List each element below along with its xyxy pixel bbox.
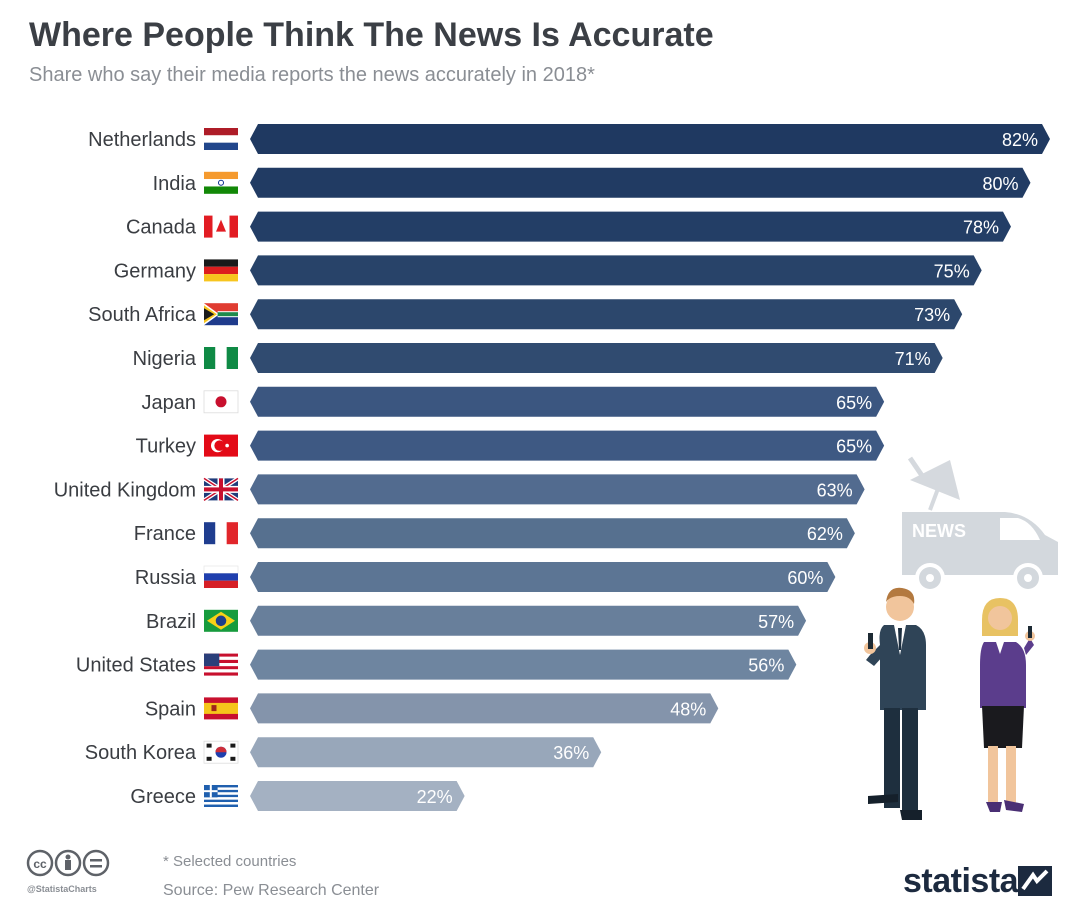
no-derivatives-icon: [82, 849, 110, 877]
france-flag-icon: [204, 522, 238, 545]
bar-nigeria: [250, 343, 943, 373]
category-label: India: [153, 173, 197, 195]
page-subtitle: Share who say their media reports the ne…: [29, 64, 595, 86]
value-label: 71%: [895, 349, 931, 369]
category-label: South Korea: [85, 742, 197, 764]
category-label: Spain: [145, 698, 196, 720]
category-label: Germany: [114, 260, 196, 282]
spain-flag-icon: [204, 697, 238, 720]
category-label: Canada: [126, 217, 197, 239]
value-label: 36%: [553, 743, 589, 763]
bar-south-africa: [250, 299, 963, 330]
bar-russia: [250, 562, 836, 592]
value-label: 22%: [417, 787, 453, 807]
satellite-dish-icon: [907, 456, 960, 511]
nigeria-flag-icon: [204, 347, 238, 369]
greece-flag-icon: [204, 785, 238, 807]
value-label: 56%: [748, 656, 784, 676]
female-reporter-icon: [980, 598, 1035, 812]
value-label: 80%: [982, 174, 1018, 194]
category-label: France: [134, 523, 196, 545]
value-label: 63%: [817, 480, 853, 500]
value-label: 65%: [836, 393, 872, 413]
category-label: Russia: [135, 567, 197, 589]
value-label: 62%: [807, 524, 843, 544]
south-korea-flag-icon: [203, 740, 239, 764]
svg-text:cc: cc: [33, 857, 47, 871]
statista-logo-icon: [1018, 866, 1052, 896]
category-label: Turkey: [136, 436, 196, 458]
value-label: 57%: [758, 612, 794, 632]
bar-brazil: [250, 605, 807, 636]
bar-turkey: [250, 430, 885, 461]
bar-netherlands: [250, 124, 1050, 154]
category-label: Brazil: [146, 611, 196, 633]
bar-united-states: [250, 649, 797, 680]
turkey-flag-icon: [204, 434, 238, 457]
statista-logo: statista: [903, 862, 1019, 900]
footnote: * Selected countries: [163, 853, 297, 870]
value-label: 75%: [934, 261, 970, 281]
russia-flag-icon: [203, 565, 239, 588]
category-label: United Kingdom: [54, 479, 196, 501]
category-label: Nigeria: [133, 348, 197, 370]
value-label: 60%: [787, 568, 823, 588]
category-label: United States: [76, 655, 196, 677]
news-van-icon: NEWS: [902, 512, 1058, 593]
india-flag-icon: [204, 171, 238, 194]
van-label: NEWS: [912, 521, 966, 541]
bar-chart: 82% Netherlands 80% India 78% Canada 75% German…: [54, 124, 1050, 811]
category-label: Netherlands: [88, 129, 196, 151]
bar-greece: [250, 781, 465, 811]
value-label: 73%: [914, 305, 950, 325]
source-note: Source: Pew Research Center: [163, 882, 380, 899]
value-label: 65%: [836, 437, 872, 457]
bar-united-kingdom: [250, 474, 865, 505]
brazil-flag-icon: [204, 609, 238, 632]
netherlands-flag-icon: [204, 128, 238, 150]
page-title: Where People Think The News Is Accurate: [29, 16, 714, 54]
value-label: 48%: [670, 699, 706, 719]
cc-handle: @StatistaCharts: [27, 884, 97, 894]
category-label: Japan: [142, 392, 197, 414]
news-illustration: NEWS: [864, 456, 1058, 820]
united-kingdom-flag-icon: [202, 476, 240, 503]
bar-germany: [250, 255, 982, 286]
bar-india: [250, 167, 1031, 198]
male-reporter-icon: [864, 587, 926, 820]
bar-canada: [250, 211, 1011, 242]
value-label: 78%: [963, 218, 999, 238]
category-label: South Africa: [88, 304, 197, 326]
bar-spain: [250, 693, 719, 724]
bars-layer: 82% Netherlands 80% India 78% Canada 75% German…: [54, 124, 1050, 811]
bar-france: [250, 518, 855, 549]
value-label: 82%: [1002, 130, 1038, 150]
united-states-flag-icon: [204, 653, 238, 676]
attribution-icon: [54, 849, 82, 877]
license-icons: cc: [26, 849, 110, 877]
bar-japan: [250, 386, 885, 417]
canada-flag-icon: [204, 215, 238, 238]
cc-icon: cc: [26, 849, 54, 877]
south-africa-flag-icon: [204, 303, 238, 326]
japan-flag-icon: [203, 390, 239, 414]
bar-south-korea: [250, 737, 602, 768]
category-label: Greece: [130, 786, 196, 808]
germany-flag-icon: [204, 259, 238, 282]
